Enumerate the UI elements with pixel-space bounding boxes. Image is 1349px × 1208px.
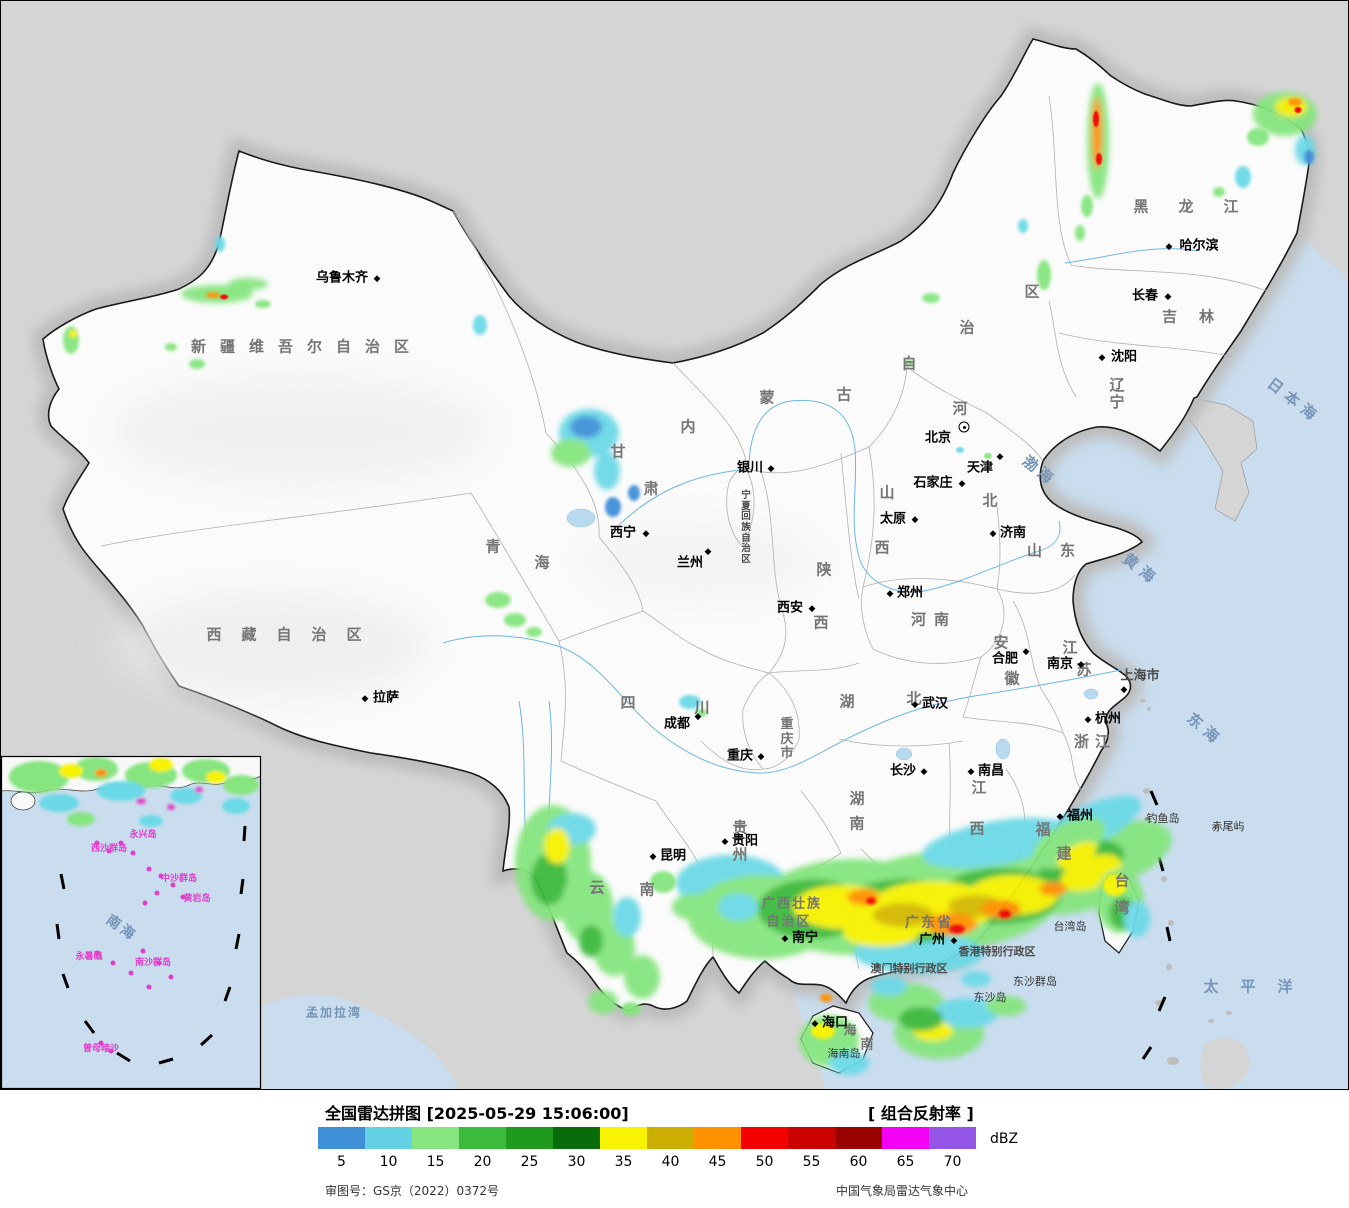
- legend-tick-value: 55: [802, 1154, 821, 1170]
- legend-swatch: [600, 1127, 647, 1149]
- legend-tick-value: 60: [849, 1154, 868, 1170]
- legend-swatch: [835, 1127, 882, 1149]
- legend-step: 70: [929, 1127, 976, 1170]
- legend-tick-value: 10: [379, 1154, 398, 1170]
- legend-tick-value: 15: [426, 1154, 445, 1170]
- legend-swatch: [412, 1127, 459, 1149]
- legend-swatch: [929, 1127, 976, 1149]
- legend-step: 30: [553, 1127, 600, 1170]
- korea-peninsula: [1186, 397, 1258, 522]
- radar-map-canvas: [1, 1, 1348, 1089]
- legend-tick-value: 45: [708, 1154, 727, 1170]
- legend-tick-value: 65: [896, 1154, 915, 1170]
- legend-swatch: [553, 1127, 600, 1149]
- sea-islands-dots: [94, 840, 186, 1054]
- legend-tick-value: 5: [337, 1154, 346, 1170]
- legend-tick-value: 25: [520, 1154, 539, 1170]
- lakes: [566, 508, 1099, 761]
- legend-swatch: [647, 1127, 694, 1149]
- legend-step: 5: [318, 1127, 365, 1170]
- radar-echoes-layer: [63, 83, 1317, 1075]
- legend-panel: 全国雷达拼图 [2025-05-29 15:06:00] [ 组合反射率 ] 5…: [0, 1090, 1349, 1208]
- legend-tick-value: 50: [755, 1154, 774, 1170]
- province-boundaries: [100, 95, 1268, 970]
- legend-tick-value: 40: [661, 1154, 680, 1170]
- legend-step: 40: [647, 1127, 694, 1170]
- legend-color-scale: 5 10 15 20 25 30 35 40 45 50 55 60 65 70: [318, 1127, 976, 1170]
- legend-step: 25: [506, 1127, 553, 1170]
- luzon-island: [1200, 1037, 1250, 1089]
- legend-product-label: [ 组合反射率 ]: [868, 1104, 974, 1123]
- legend-step: 65: [882, 1127, 929, 1170]
- terrain-shading: [111, 376, 821, 701]
- legend-unit: dBZ: [990, 1131, 1019, 1147]
- legend-step: 45: [694, 1127, 741, 1170]
- diaoyu-islands: [1144, 817, 1219, 829]
- legend-step: 10: [365, 1127, 412, 1170]
- legend-step: 50: [741, 1127, 788, 1170]
- legend-tick-value: 20: [473, 1154, 492, 1170]
- legend-swatch: [741, 1127, 788, 1149]
- china-radar-map: 黑龙江 吉林辽 宁内蒙古自治区新疆维吾尔自治区 西藏自治区青海甘肃四川云南贵州重 庆…: [0, 0, 1349, 1090]
- legend-swatch: [694, 1127, 741, 1149]
- bay-of-bengal: [263, 994, 459, 1089]
- legend-title: 全国雷达拼图 [2025-05-29 15:06:00]: [325, 1104, 629, 1123]
- legend-swatch: [788, 1127, 835, 1149]
- legend-swatch: [365, 1127, 412, 1149]
- legend-swatch: [506, 1127, 553, 1149]
- legend-swatch: [459, 1127, 506, 1149]
- south-china-sea-inset: [1, 755, 262, 1089]
- maritime-boundary-dashes: [1141, 790, 1172, 1060]
- issuing-agency: 中国气象局雷达气象中心: [836, 1184, 969, 1198]
- legend-swatch: [882, 1127, 929, 1149]
- legend-tick-value: 30: [567, 1154, 586, 1170]
- legend-step: 20: [459, 1127, 506, 1170]
- legend-step: 60: [835, 1127, 882, 1170]
- nine-dash-line: [55, 825, 247, 1065]
- legend-swatch: [318, 1127, 365, 1149]
- map-license-number: 审图号：GS京（2022）0372号: [325, 1184, 499, 1198]
- legend-tick-value: 35: [614, 1154, 633, 1170]
- legend-tick-value: 70: [943, 1154, 962, 1170]
- legend-step: 35: [600, 1127, 647, 1170]
- legend-step: 55: [788, 1127, 835, 1170]
- legend-step: 15: [412, 1127, 459, 1170]
